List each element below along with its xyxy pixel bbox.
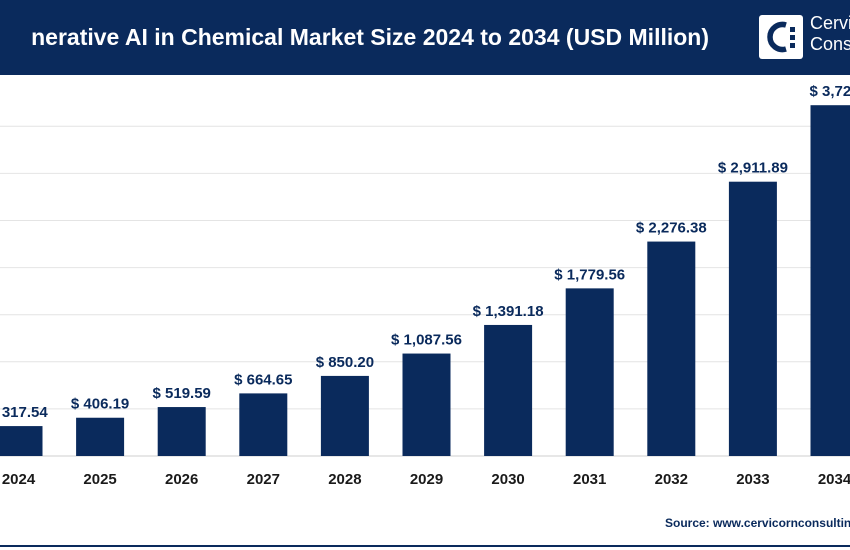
- x-tick-label-2025: 2025: [83, 471, 116, 488]
- bar-2033: [728, 181, 777, 457]
- plot-area: $ 317.54 2024 $ 406.19 2025 $ 519.59 2026 $ 66…: [0, 75, 850, 550]
- data-label-2033: $ 2,911.89: [718, 160, 788, 177]
- chart-title: nerative AI in Chemical Market Size 2024…: [31, 24, 709, 50]
- bar-2027: [239, 393, 288, 456]
- title-banner: nerative AI in Chemical Market Size 2024…: [0, 0, 850, 75]
- data-label-2034: $ 3,724: [809, 83, 850, 100]
- bar-2029: [402, 353, 451, 456]
- bar-2026: [157, 407, 206, 456]
- x-tick-label-2026: 2026: [165, 471, 198, 488]
- data-label-2030: $ 1,391.18: [473, 303, 544, 320]
- logo-mark: [767, 21, 795, 53]
- data-label-2025: $ 406.19: [71, 396, 129, 413]
- logo-line-2: Consu: [810, 34, 850, 54]
- bar-2031: [565, 288, 614, 456]
- data-label-2026: $ 519.59: [153, 385, 211, 402]
- data-label-2029: $ 1,087.56: [391, 332, 462, 349]
- company-logo-text: Cervic Consu: [810, 13, 850, 55]
- x-tick-label-2034: 2034: [818, 471, 850, 488]
- x-tick-label-2030: 2030: [491, 471, 524, 488]
- x-tick-label-2027: 2027: [247, 471, 280, 488]
- bar-2034: [810, 105, 850, 456]
- bar-2032: [647, 241, 696, 456]
- data-label-2031: $ 1,779.56: [554, 266, 625, 283]
- logo-line-1: Cervic: [810, 13, 850, 33]
- data-label-2032: $ 2,276.38: [636, 220, 707, 237]
- bar-chart: $ 317.54 2024 $ 406.19 2025 $ 519.59 2026 $ 66…: [0, 83, 850, 488]
- x-tick-label-2029: 2029: [410, 471, 443, 488]
- x-tick-label-2033: 2033: [736, 471, 769, 488]
- data-label-2027: $ 664.65: [234, 371, 292, 388]
- bottom-border: [0, 545, 850, 547]
- bar-2028: [320, 375, 369, 456]
- data-label-2028: $ 850.20: [316, 354, 374, 371]
- x-tick-label-2031: 2031: [573, 471, 606, 488]
- x-tick-label-2028: 2028: [328, 471, 361, 488]
- cervicorn-logo-icon: [759, 15, 803, 59]
- source-note: Source: www.cervicornconsultin: [665, 516, 850, 530]
- bar-2030: [484, 324, 533, 456]
- bar-2025: [76, 417, 125, 456]
- bar-2024: [0, 426, 43, 456]
- x-tick-label-2032: 2032: [655, 471, 688, 488]
- data-label-2024: $ 317.54: [0, 404, 48, 421]
- x-tick-label-2024: 2024: [2, 471, 36, 488]
